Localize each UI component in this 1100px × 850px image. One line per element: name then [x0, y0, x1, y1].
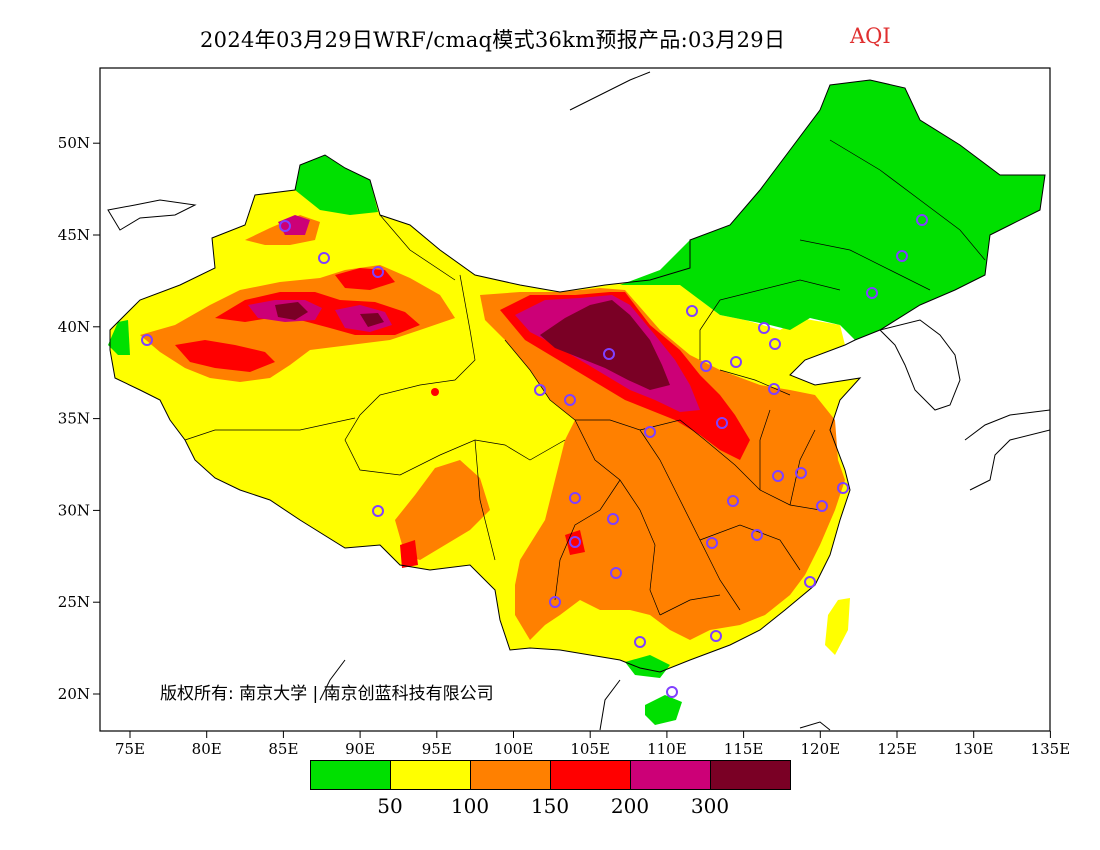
lon-tick-label: 90E [345, 740, 375, 758]
lon-tick-label: 110E [647, 740, 687, 758]
station-marker [607, 513, 619, 525]
lat-tick-label: 45N [58, 226, 90, 244]
latitude-axis: 20N 25N 30N 35N 40N 45N 50N [58, 134, 100, 703]
station-marker [564, 394, 576, 406]
station-marker [710, 630, 722, 642]
station-marker [634, 636, 646, 648]
map-title: 2024年03月29日WRF/cmaq模式36km预报产品:03月29日 AQI [0, 18, 1100, 58]
title-text: 2024年03月29日WRF/cmaq模式36km预报产品:03月29日 [200, 28, 786, 52]
region-aqi-101-150-tibet [395, 460, 490, 560]
legend-color-box [470, 760, 551, 790]
japan-outline [964, 409, 1050, 491]
indochina-outline [319, 659, 831, 731]
region-aqi-300plus-xinjiang [275, 302, 384, 327]
lon-tick-label: 130E [954, 740, 994, 758]
korea-outline [879, 319, 961, 411]
station-marker [804, 576, 816, 588]
station-marker [758, 322, 770, 334]
legend-label: 100 [450, 794, 490, 818]
station-marker [772, 470, 784, 482]
lon-tick-label: 115E [724, 740, 764, 758]
legend-label: 150 [530, 794, 570, 818]
lon-tick-label: 105E [570, 740, 610, 758]
region-aqi-0-50-south [625, 655, 682, 725]
lat-tick-label: 30N [58, 501, 90, 519]
map-frame [99, 67, 1051, 732]
lon-tick-label: 120E [801, 740, 841, 758]
copyright-text: 版权所有: 南京大学 | 南京创蓝科技有限公司 [160, 684, 494, 704]
region-taiwan [825, 598, 850, 655]
station-marker [727, 495, 739, 507]
longitude-axis: 75E 80E 85E 90E 95E 100E 105E 110E 115E 120E 125E 1… [115, 731, 1070, 758]
station-marker [837, 482, 849, 494]
station-marker [666, 686, 678, 698]
station-marker [569, 536, 581, 548]
region-aqi-300plus-ordos [540, 300, 670, 390]
legend-color-box [630, 760, 711, 790]
legend-color-box [550, 760, 631, 790]
region-aqi-151-200-south-xj [175, 340, 275, 372]
station-marker [644, 426, 656, 438]
lat-tick-label: 25N [58, 593, 90, 611]
legend-color-box [390, 760, 471, 790]
china-outline [109, 79, 1046, 673]
boundary-lines [107, 71, 1050, 731]
title-variable: AQI [850, 24, 891, 48]
station-marker [569, 492, 581, 504]
station-marker [769, 338, 781, 350]
station-marker [686, 305, 698, 317]
station-marker [372, 505, 384, 517]
station-marker [549, 596, 561, 608]
legend-label: 50 [377, 794, 403, 818]
lat-tick-label: 40N [58, 318, 90, 336]
lon-tick-label: 85E [268, 740, 298, 758]
station-marker [603, 348, 615, 360]
station-marker [318, 252, 330, 264]
station-marker [700, 360, 712, 372]
province-lines [184, 139, 986, 616]
legend-label: 300 [690, 794, 730, 818]
station-marker [816, 500, 828, 512]
map-content [108, 80, 1045, 725]
lat-tick-label: 50N [58, 134, 90, 152]
legend-color-box [310, 760, 391, 790]
station-marker [896, 250, 908, 262]
lon-tick-label: 80E [192, 740, 222, 758]
lat-tick-label: 20N [58, 685, 90, 703]
station-marker [716, 417, 728, 429]
mongolia-russia-outline [107, 71, 651, 231]
lon-tick-label: 95E [422, 740, 452, 758]
region-aqi-0-50-northeast [620, 80, 1045, 340]
legend-color-box [710, 760, 791, 790]
station-marker [866, 287, 878, 299]
station-marker [279, 220, 291, 232]
station-marker [141, 334, 153, 346]
station-marker [730, 356, 742, 368]
lon-tick-label: 125E [877, 740, 917, 758]
color-legend: 50 100 150 200 300 [310, 760, 792, 818]
station-marker [706, 537, 718, 549]
lat-tick-label: 35N [58, 410, 90, 428]
lon-tick-label: 135E [1031, 740, 1071, 758]
station-markers [141, 214, 928, 698]
region-aqi-0-50-west [108, 320, 130, 355]
station-marker [372, 266, 384, 278]
region-aqi-151-200-urumqi [335, 268, 395, 290]
hotspot-qinghai [431, 388, 439, 396]
region-aqi-0-50-altai [295, 155, 378, 215]
station-marker [610, 567, 622, 579]
station-marker [768, 383, 780, 395]
station-marker [751, 529, 763, 541]
station-marker [795, 467, 807, 479]
station-marker [916, 214, 928, 226]
legend-label: 200 [610, 794, 650, 818]
station-marker [534, 384, 546, 396]
lon-tick-label: 75E [115, 740, 145, 758]
lon-tick-label: 100E [494, 740, 534, 758]
